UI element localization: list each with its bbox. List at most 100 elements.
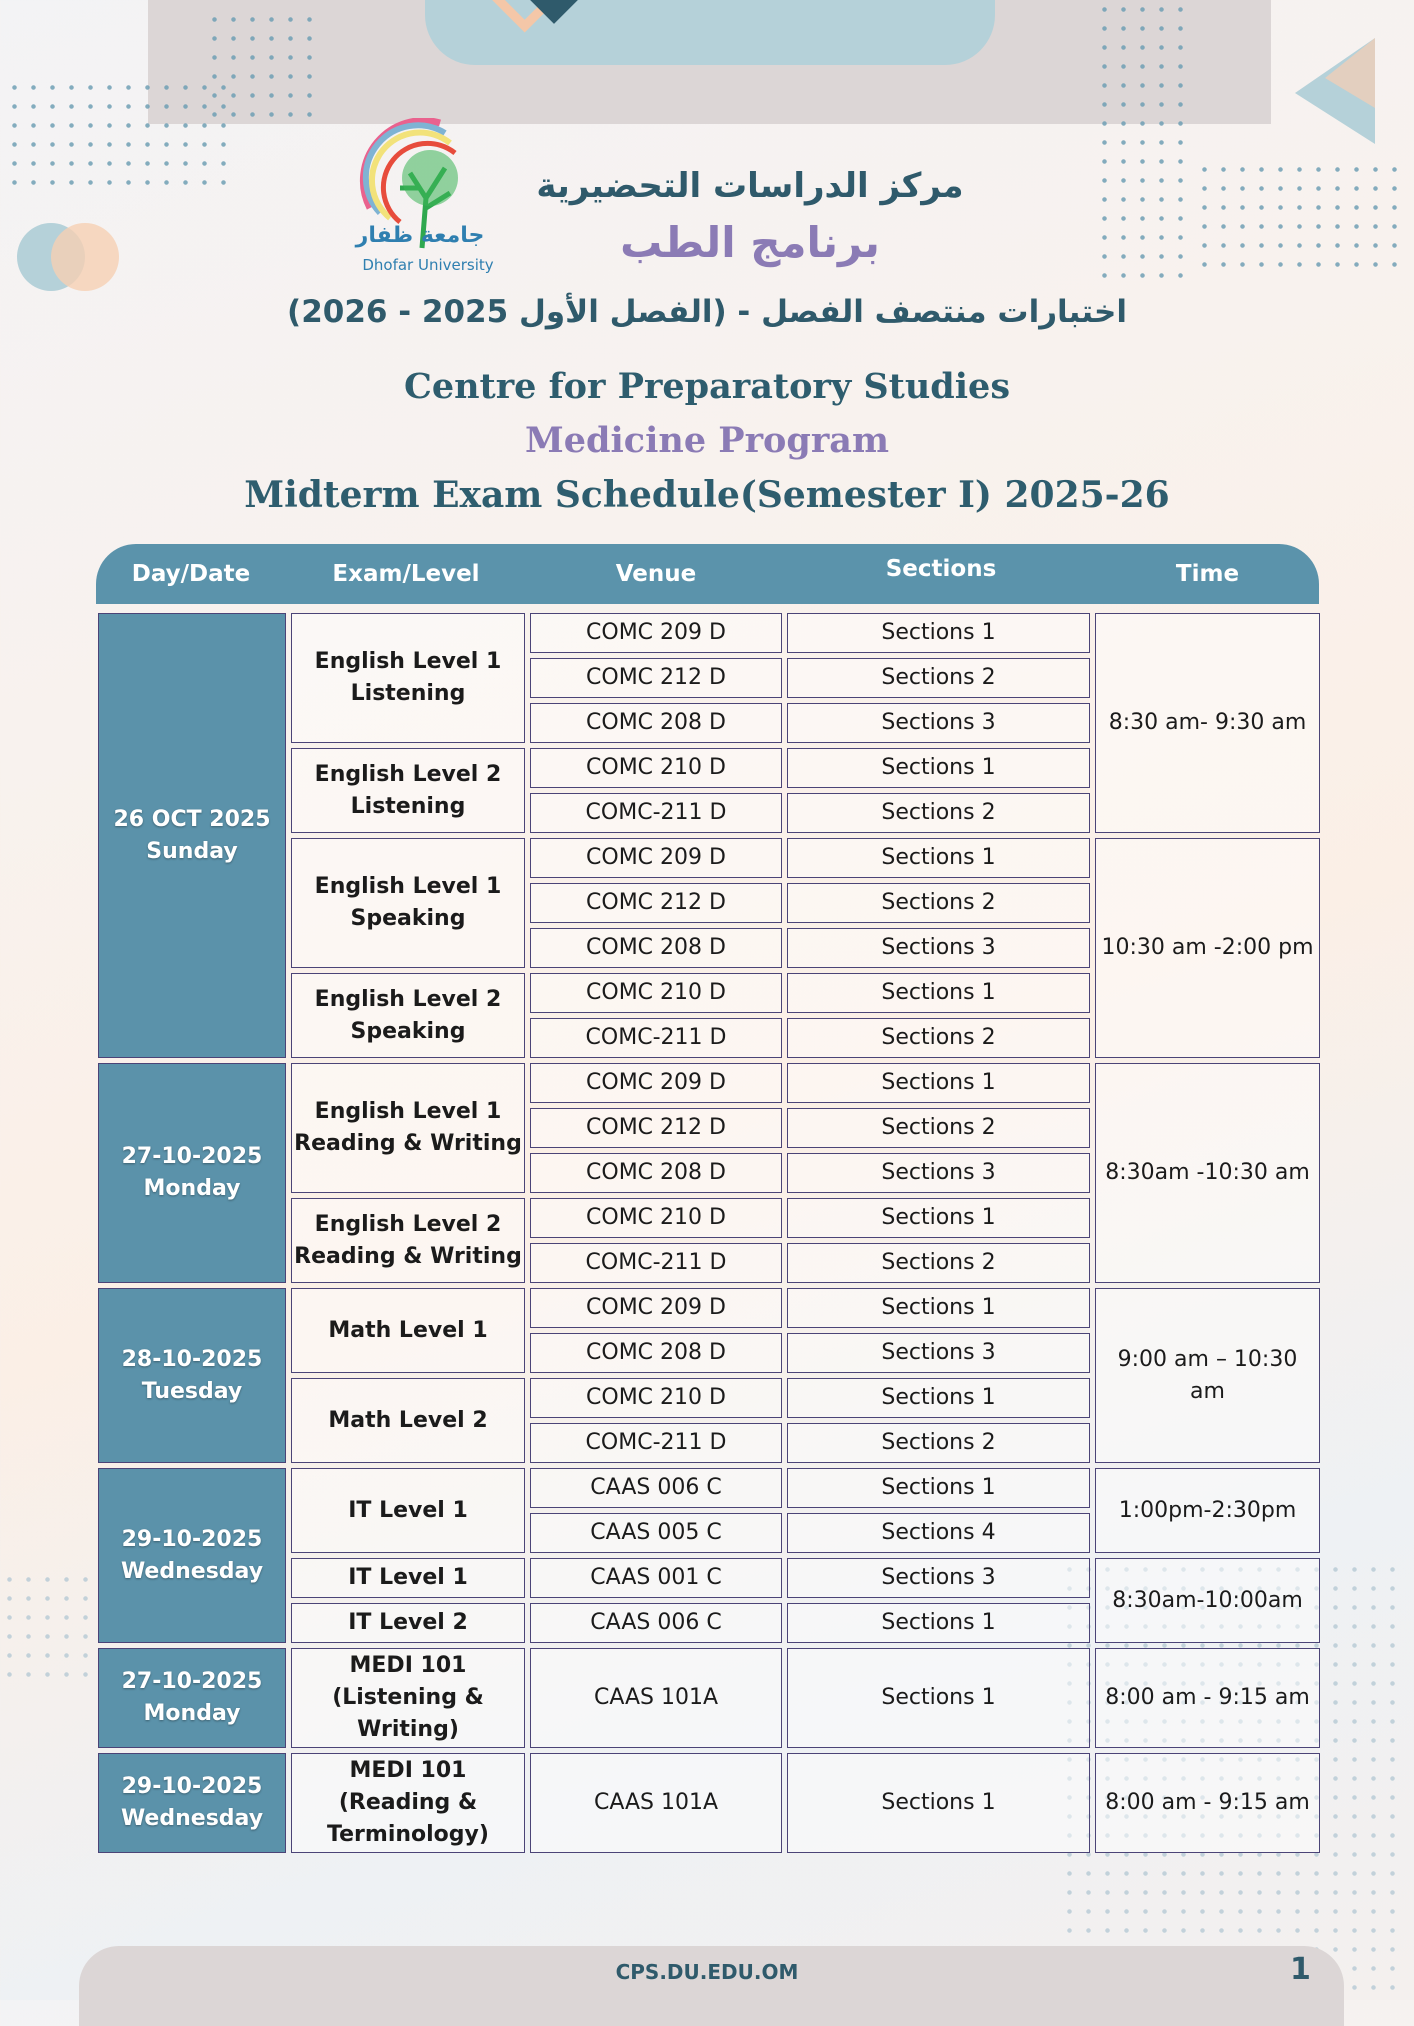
day-date-cell: 26 OCT 2025 Sunday: [98, 613, 286, 1058]
exam-level-cell: Math Level 1: [291, 1288, 525, 1373]
sections-cell: Sections 1: [787, 1378, 1090, 1418]
table-row: COMC 208 D Sections 3: [98, 1153, 1320, 1193]
exam-weekday: Monday: [143, 1701, 241, 1726]
sections-cell: Sections 2: [787, 1423, 1090, 1463]
day-date-cell: 27-10-2025 Monday: [98, 1648, 286, 1748]
time-cell: 8:00 am - 9:15 am: [1095, 1648, 1320, 1748]
venue-cell: CAAS 005 C: [530, 1513, 782, 1553]
column-header-exam: Exam/Level: [332, 561, 480, 587]
footer-bar: [79, 1946, 1344, 2026]
table-row: COMC 212 D Sections 2: [98, 1108, 1320, 1148]
exam-date: 27-10-2025: [121, 1669, 263, 1695]
exam-weekday: Wednesday: [120, 1806, 264, 1831]
arabic-centre-title: مركز الدراسات التحضيرية: [536, 166, 964, 206]
sections-cell: Sections 1: [787, 1753, 1090, 1853]
exam-date: 28-10-2025: [121, 1346, 263, 1372]
venue-cell: COMC 209 D: [530, 1063, 782, 1103]
venue-cell: COMC-211 D: [530, 1423, 782, 1463]
table-row: COMC 212 D Sections 2: [98, 883, 1320, 923]
exam-level-cell: IT Level 1: [291, 1558, 525, 1598]
exam-level-cell: IT Level 2: [291, 1603, 525, 1643]
exam-level-cell: MEDI 101 (Listening & Writing): [291, 1648, 525, 1748]
time-cell: 8:00 am - 9:15 am: [1095, 1753, 1320, 1853]
time-cell: 1:00pm-2:30pm: [1095, 1468, 1320, 1553]
time-cell: 9:00 am – 10:30 am: [1095, 1288, 1320, 1463]
venue-cell: COMC-211 D: [530, 793, 782, 833]
sections-cell: Sections 2: [787, 1243, 1090, 1283]
day-date-cell: 29-10-2025 Wednesday: [98, 1468, 286, 1643]
sections-cell: Sections 1: [787, 613, 1090, 653]
column-header-venue: Venue: [615, 561, 697, 587]
time-cell: 8:30 am- 9:30 am: [1095, 613, 1320, 833]
top-pill-decoration: [425, 0, 995, 65]
footer-url: CPS.DU.EDU.OM: [615, 1960, 799, 1984]
venue-cell: CAAS 006 C: [530, 1468, 782, 1508]
sections-cell: Sections 4: [787, 1513, 1090, 1553]
table-row: 29-10-2025 Wednesday MEDI 101 (Reading & T…: [98, 1753, 1320, 1853]
exam-weekday: Tuesday: [141, 1378, 243, 1404]
sections-cell: Sections 2: [787, 658, 1090, 698]
time-cell: 10:30 am -2:00 pm: [1095, 838, 1320, 1058]
sections-cell: Sections 1: [787, 1648, 1090, 1748]
day-date-cell: 29-10-2025 Wednesday: [98, 1753, 286, 1853]
table-row: Math Level 2 COMC 210 D Sections 1: [98, 1378, 1320, 1463]
venue-cell: COMC 209 D: [530, 1288, 782, 1328]
exam-date: 29-10-2025: [121, 1526, 263, 1552]
exam-level-cell: English Level 1 Listening: [291, 613, 525, 743]
venue-cell: COMC 212 D: [530, 658, 782, 698]
venue-cell: CAAS 101A: [530, 1648, 782, 1748]
venue-cell: COMC 208 D: [530, 928, 782, 968]
exam-schedule-table: 26 OCT 2025 Sunday English Level 1 Listeni…: [93, 608, 1325, 1858]
day-date-cell: 28-10-2025 Tuesday: [98, 1288, 286, 1463]
table-row: COMC 208 D Sections 3: [98, 1333, 1320, 1373]
column-header-day: Day/Date: [131, 561, 251, 587]
sections-cell: Sections 3: [787, 1333, 1090, 1373]
exam-date: 26 OCT 2025: [113, 806, 271, 832]
dot-pattern: [1060, 1560, 1400, 1990]
venue-cell: COMC 210 D: [530, 1378, 782, 1418]
sections-cell: Sections 1: [787, 1603, 1090, 1643]
venue-cell: COMC 210 D: [530, 748, 782, 788]
sections-cell: Sections 1: [787, 1288, 1090, 1328]
exam-date: 29-10-2025: [121, 1774, 263, 1800]
page-number: 1: [1290, 1952, 1311, 1987]
table-row: 26 OCT 2025 Sunday English Level 1 Listeni…: [98, 613, 1320, 1058]
centre-title: Centre for Preparatory Studies: [403, 366, 1011, 407]
exam-level-cell: MEDI 101 (Reading & Terminology): [291, 1753, 525, 1853]
venue-cell: COMC 212 D: [530, 1108, 782, 1148]
sections-cell: Sections 1: [787, 1468, 1090, 1508]
table-header: Day/Date Exam/Level Venue Sections Time: [96, 544, 1319, 604]
venue-cell: COMC-211 D: [530, 1018, 782, 1058]
triangle-decoration-icon: [1295, 38, 1375, 144]
exam-date: 27-10-2025: [121, 1144, 263, 1170]
dhofar-university-logo: جامعة ظفار Dhofar University: [355, 118, 494, 274]
table-row: COMC 212 D Sections 2: [98, 658, 1320, 698]
sections-cell: Sections 3: [787, 1558, 1090, 1598]
table-row: COMC-211 D Sections 2: [98, 1018, 1320, 1058]
table-row: COMC-211 D Sections 2: [98, 1423, 1320, 1463]
day-date-cell: 27-10-2025 Monday: [98, 1063, 286, 1283]
sections-cell: Sections 1: [787, 1198, 1090, 1238]
circles-decoration-icon: [17, 223, 119, 291]
time-cell: 8:30am -10:30 am: [1095, 1063, 1320, 1283]
sections-cell: Sections 3: [787, 1153, 1090, 1193]
exam-level-cell: IT Level 1: [291, 1468, 525, 1553]
dot-pattern: [5, 78, 240, 198]
schedule-title: Midterm Exam Schedule(Semester I) 2025-2…: [244, 474, 1170, 516]
table-row: IT Level 1 CAAS 001 C Sections 3 8:30am-10:…: [98, 1558, 1320, 1643]
logo-english-text: Dhofar University: [362, 256, 493, 274]
venue-cell: COMC 210 D: [530, 1198, 782, 1238]
logo-arabic-text: جامعة ظفار: [355, 223, 485, 248]
sections-cell: Sections 1: [787, 1063, 1090, 1103]
exam-level-cell: English Level 2 Reading & Writing: [291, 1198, 525, 1283]
venue-cell: COMC 208 D: [530, 703, 782, 743]
table-row: IT Level 2 CAAS 006 C Sections 1: [98, 1603, 1320, 1643]
exam-level-cell: English Level 2 Listening: [291, 748, 525, 833]
exam-level-cell: English Level 1 Reading & Writing: [291, 1063, 525, 1193]
table-row: English Level 2 Speaking COMC 210 D Sectio…: [98, 973, 1320, 1058]
exam-level-cell: English Level 1 Speaking: [291, 838, 525, 968]
table-row: COMC-211 D Sections 2: [98, 1243, 1320, 1283]
column-header-sections: Sections: [885, 556, 997, 582]
